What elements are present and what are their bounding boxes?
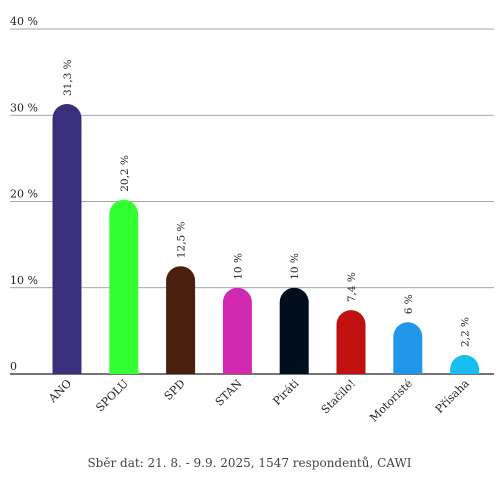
value-label: 6 % xyxy=(403,294,415,314)
value-label: 31,3 % xyxy=(62,59,74,96)
value-label: 20,2 % xyxy=(119,155,131,192)
bar xyxy=(393,322,423,374)
category-label: ANO xyxy=(45,377,74,406)
value-label: 12,5 % xyxy=(176,221,188,258)
y-tick-label: 40 % xyxy=(10,15,38,28)
value-label: 2,2 % xyxy=(460,317,472,347)
bar xyxy=(279,287,309,374)
y-tick-label: 10 % xyxy=(10,274,38,287)
value-label: 7,4 % xyxy=(346,272,358,302)
y-tick-label: 30 % xyxy=(10,101,38,114)
category-label: SPOLU xyxy=(93,377,130,414)
bar xyxy=(450,355,480,374)
bar xyxy=(109,199,139,374)
value-label: 10 % xyxy=(289,253,301,280)
category-label: Přísaha xyxy=(433,377,472,416)
category-label: SPD xyxy=(162,377,188,403)
bar xyxy=(336,310,366,374)
bar xyxy=(166,266,196,374)
category-label: Piráti xyxy=(270,377,301,408)
category-label: Stačilo! xyxy=(319,377,358,416)
value-label: 10 % xyxy=(232,253,244,280)
category-label: Motoristé xyxy=(367,377,415,425)
y-tick-label: 20 % xyxy=(10,188,38,201)
bar xyxy=(52,104,82,374)
source-note: Sběr dat: 21. 8. - 9.9. 2025, 1547 respo… xyxy=(87,456,412,470)
y-tick-label: 0 xyxy=(10,360,17,373)
bar xyxy=(222,287,252,374)
category-label: STAN xyxy=(213,377,245,409)
